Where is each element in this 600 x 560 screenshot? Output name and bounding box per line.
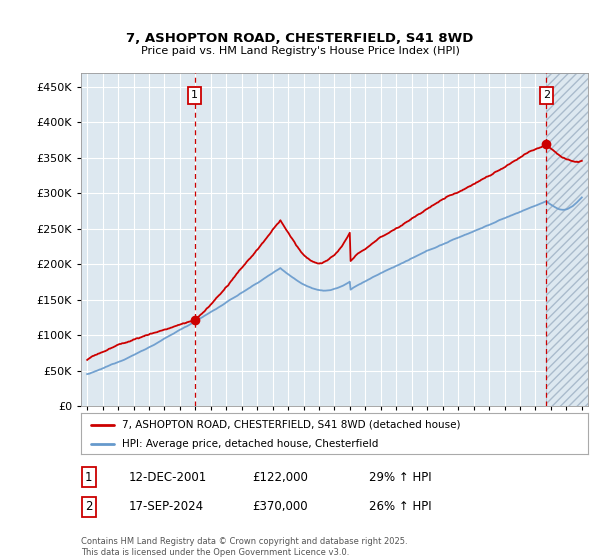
Text: 12-DEC-2001: 12-DEC-2001 <box>129 470 207 484</box>
Text: 17-SEP-2024: 17-SEP-2024 <box>129 500 204 514</box>
Text: 1: 1 <box>85 470 92 484</box>
Text: 29% ↑ HPI: 29% ↑ HPI <box>369 470 431 484</box>
Text: 2: 2 <box>85 500 92 514</box>
Text: Price paid vs. HM Land Registry's House Price Index (HPI): Price paid vs. HM Land Registry's House … <box>140 46 460 56</box>
Text: £122,000: £122,000 <box>252 470 308 484</box>
Text: £370,000: £370,000 <box>252 500 308 514</box>
Text: 26% ↑ HPI: 26% ↑ HPI <box>369 500 431 514</box>
Text: 7, ASHOPTON ROAD, CHESTERFIELD, S41 8WD (detached house): 7, ASHOPTON ROAD, CHESTERFIELD, S41 8WD … <box>122 419 460 430</box>
Text: Contains HM Land Registry data © Crown copyright and database right 2025.
This d: Contains HM Land Registry data © Crown c… <box>81 537 407 557</box>
Polygon shape <box>546 73 588 406</box>
Text: 1: 1 <box>191 91 198 100</box>
Text: HPI: Average price, detached house, Chesterfield: HPI: Average price, detached house, Ches… <box>122 438 378 449</box>
Text: 7, ASHOPTON ROAD, CHESTERFIELD, S41 8WD: 7, ASHOPTON ROAD, CHESTERFIELD, S41 8WD <box>127 32 473 45</box>
Text: 2: 2 <box>543 91 550 100</box>
